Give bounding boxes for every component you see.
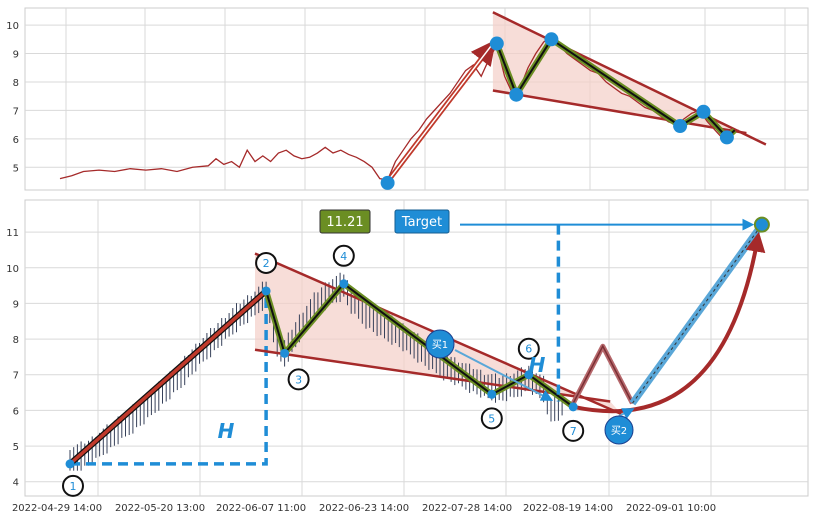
bottom-zigzag-inner — [265, 282, 574, 408]
bottom-y-tick-label: 4 — [13, 478, 19, 489]
pivot-number-label: 3 — [295, 373, 302, 386]
bottom-pivot-point — [65, 459, 75, 469]
target-value-text: 11.21 — [326, 215, 363, 230]
buy1-text: 买1 — [432, 339, 448, 351]
top-upper-trendline — [492, 11, 767, 146]
target-value-box-bg — [319, 209, 371, 234]
top-pattern-shapes — [59, 11, 767, 190]
target-value-box: 11.21 — [319, 209, 371, 234]
top-y-tick-label: 9 — [13, 50, 19, 61]
top-lower-trendline — [492, 89, 747, 135]
top-y-tick-label: 7 — [13, 106, 19, 117]
target-label-text: Target — [401, 215, 442, 230]
bottom-x-tick-label: 2022-08-19 14:00 — [523, 503, 613, 514]
top-y-tick-label: 5 — [13, 163, 19, 174]
bottom-x-tick-label: 2022-04-29 14:00 — [12, 503, 102, 514]
bottom-pattern-shapes: 1 2 3 4 5 6 7 — [62, 216, 770, 497]
pivot-number-circle — [255, 251, 278, 274]
top-pivot-point — [380, 175, 395, 190]
projection-pullback-core — [572, 344, 634, 404]
target-label-box: Target — [394, 209, 450, 234]
pivot-number-circle — [62, 474, 84, 497]
target-label-box-bg — [394, 209, 450, 234]
bottom-y-tick-label: 5 — [13, 442, 19, 453]
bottom-panel: 4 5 6 7 8 9 10 11 2022-04-29 14:00 2022-05-20 13… — [6, 199, 809, 514]
buy1-pointer — [454, 349, 554, 401]
top-pivot-point — [719, 130, 734, 145]
top-panel: 5 6 7 8 9 10 — [6, 7, 809, 191]
buy2-marker: 买2 — [604, 415, 634, 445]
pivot-number-circle — [332, 244, 355, 267]
h-label-left: H — [218, 419, 235, 443]
top-pivot-point — [673, 119, 688, 134]
top-pivot-point — [489, 36, 504, 51]
bottom-y-tick-label: 10 — [6, 264, 19, 275]
bottom-pivot-point — [524, 370, 534, 380]
pivot-number-label: 7 — [570, 425, 577, 438]
bottom-pivot-point — [568, 402, 578, 412]
bottom-x-tick-label: 2022-06-07 11:00 — [216, 503, 306, 514]
pivot-number-label: 6 — [525, 343, 532, 356]
top-y-tick-label: 10 — [6, 21, 19, 32]
pivot-number-circle — [517, 337, 540, 360]
top-impulse-arrow-core — [387, 43, 494, 182]
pivot-number-circle — [562, 419, 585, 442]
bottom-y-ticks: 4 5 6 7 8 9 10 11 — [6, 228, 19, 489]
buy1-marker: 买1 — [425, 329, 455, 359]
bottom-x-tick-label: 2022-07-28 14:00 — [422, 503, 512, 514]
h-label-right: H — [529, 353, 546, 377]
projection-rise-core — [631, 223, 763, 404]
bottom-pivot-point — [487, 389, 497, 399]
bottom-pivot-point — [339, 279, 349, 289]
top-y-ticks: 5 6 7 8 9 10 — [6, 21, 19, 174]
bottom-y-tick-label: 11 — [6, 228, 19, 239]
target-point — [753, 216, 770, 233]
pivot-number-label: 1 — [70, 480, 77, 493]
top-y-tick-label: 8 — [13, 78, 19, 89]
breakout-curve-arrow — [572, 231, 766, 414]
bottom-x-tick-label: 2022-06-23 14:00 — [319, 503, 409, 514]
pivot-number-label: 5 — [488, 412, 495, 425]
buy1-circle — [425, 329, 455, 359]
pivot-number-circle — [287, 368, 310, 391]
bottom-x-ticks: 2022-04-29 14:00 2022-05-20 13:00 2022-06-… — [12, 503, 716, 514]
top-y-tick-label: 6 — [13, 135, 19, 146]
bottom-pivot-point — [280, 348, 290, 358]
pivot-number-circle — [480, 407, 503, 430]
h-measure-left — [70, 290, 268, 466]
impulse-leg — [68, 289, 268, 466]
buy2-pointer — [618, 408, 635, 419]
bottom-y-tick-label: 9 — [13, 299, 19, 310]
top-pivot-point — [509, 87, 524, 102]
bottom-x-tick-label: 2022-05-20 13:00 — [115, 503, 205, 514]
pivot-number-label: 4 — [340, 250, 347, 263]
bottom-x-tick-label: 2022-09-01 10:00 — [626, 503, 716, 514]
top-price-line — [59, 35, 739, 181]
buy2-text: 买2 — [611, 425, 627, 437]
top-pivot-point — [696, 104, 711, 119]
bottom-y-tick-label: 7 — [13, 371, 19, 382]
bottom-y-tick-label: 6 — [13, 406, 19, 417]
top-pivot-point — [544, 32, 559, 47]
bottom-y-tick-label: 8 — [13, 335, 19, 346]
pivot-number-label: 2 — [263, 257, 270, 270]
bottom-pivot-point — [261, 286, 271, 296]
buy2-circle — [604, 415, 634, 445]
top-panel-frame — [24, 7, 809, 191]
